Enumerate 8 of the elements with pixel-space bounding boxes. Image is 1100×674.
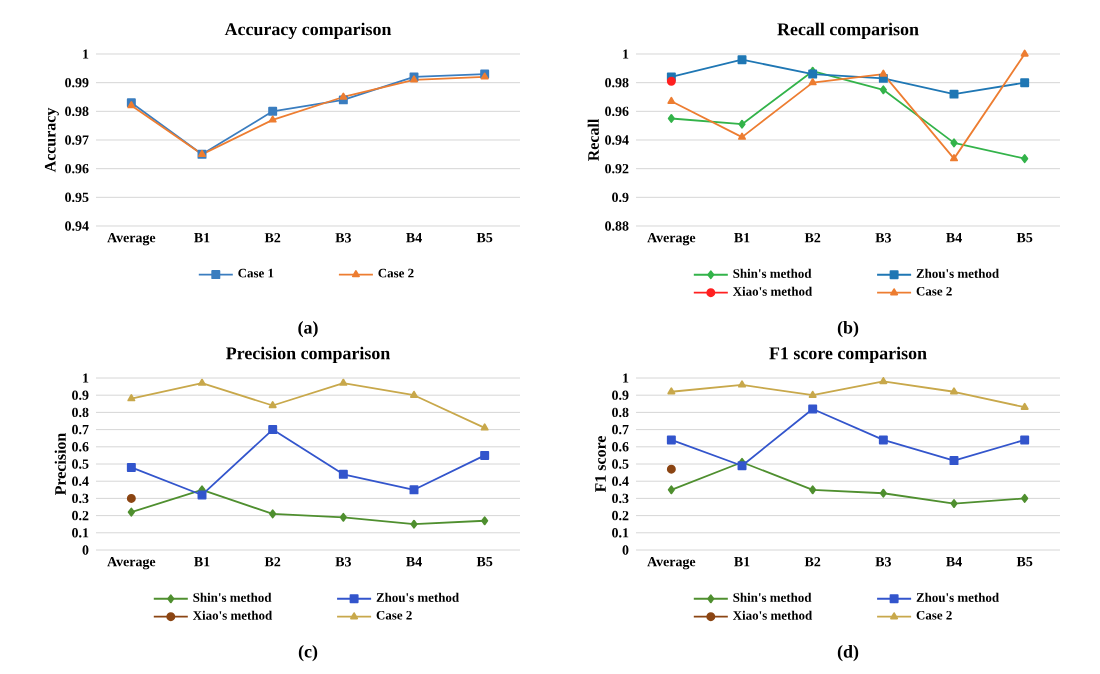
chart-title: Accuracy comparison xyxy=(224,22,392,39)
chart-title: Precision comparison xyxy=(226,346,391,363)
chart-title: Recall comparison xyxy=(777,22,919,39)
text: (c) xyxy=(298,645,318,662)
text: (a) xyxy=(298,321,318,338)
chart-title: F1 score comparison xyxy=(769,346,927,363)
text: (b) xyxy=(837,321,859,338)
text: (d) xyxy=(837,645,859,662)
